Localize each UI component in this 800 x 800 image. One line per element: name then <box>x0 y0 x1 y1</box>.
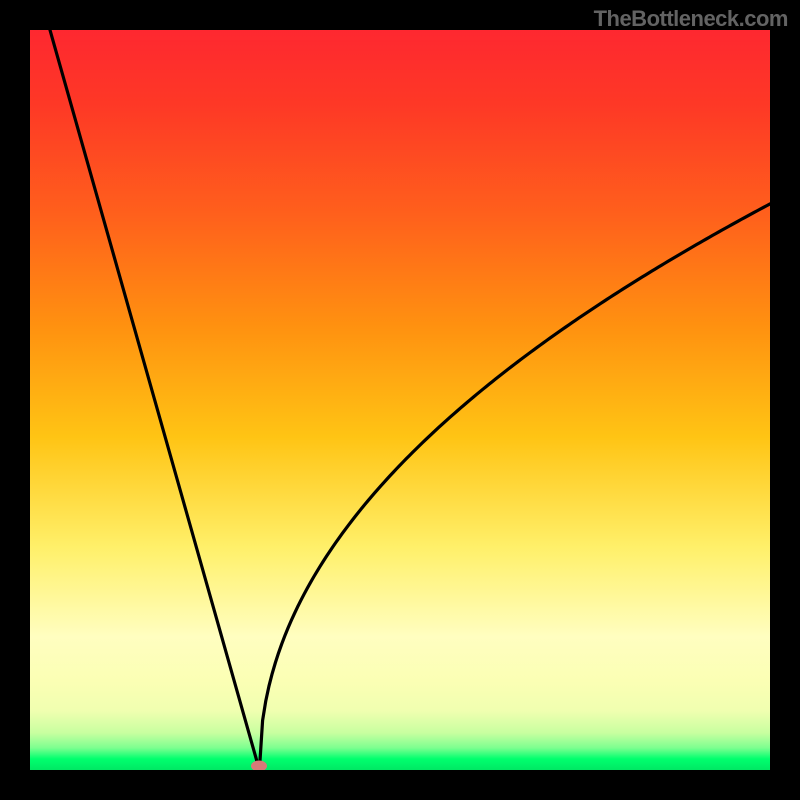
bottleneck-curve <box>50 30 770 770</box>
min-point-marker <box>251 761 267 770</box>
plot-area <box>30 30 770 770</box>
curve-layer <box>30 30 770 770</box>
chart-frame: TheBottleneck.com <box>0 0 800 800</box>
watermark-text: TheBottleneck.com <box>594 6 788 32</box>
